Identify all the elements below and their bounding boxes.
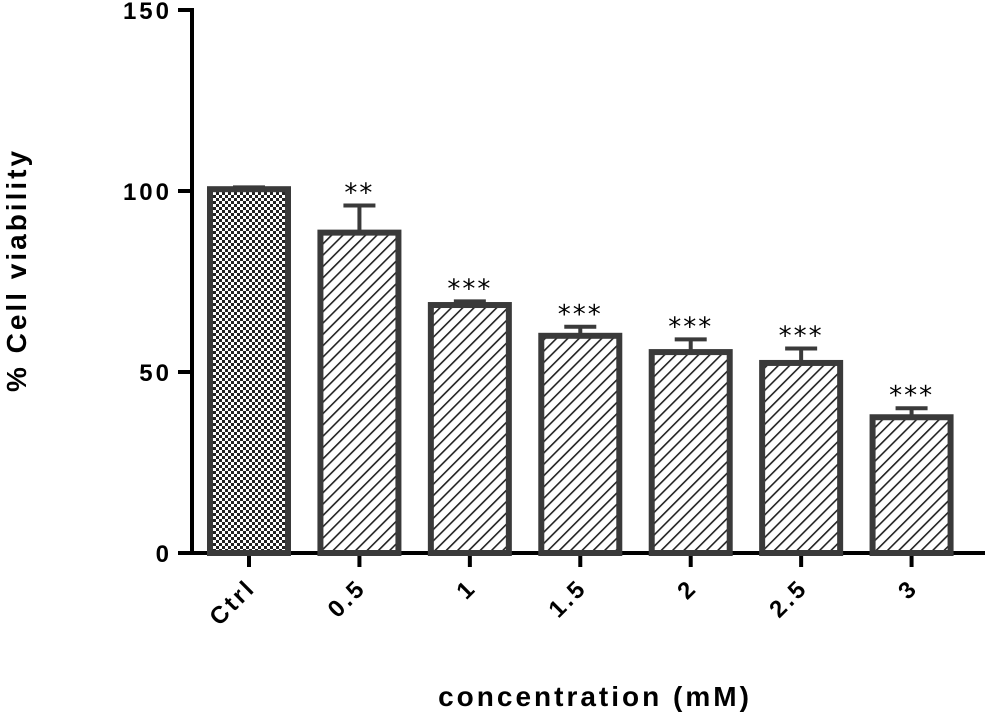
significance-marker: ** — [344, 178, 374, 208]
y-axis: 0 50 100 150 — [123, 0, 194, 568]
significance-marker: *** — [779, 321, 824, 351]
bar-1 — [427, 302, 512, 556]
significance-marker: *** — [889, 381, 934, 411]
bar-2 — [648, 349, 733, 556]
bars-group: ******** *** ****** — [207, 178, 954, 557]
bar-Ctrl — [207, 186, 291, 556]
significance-marker: *** — [558, 300, 603, 330]
y-tick-label: 100 — [123, 179, 172, 206]
y-axis-title: % Cell viability — [1, 148, 32, 392]
x-tick-label: 2.5 — [764, 574, 813, 623]
x-tick-label: Ctrl — [204, 574, 261, 631]
bar-2.5 — [759, 359, 844, 557]
x-axis-title: concentration (mM) — [438, 681, 752, 712]
x-tick-label: 1 — [451, 574, 482, 605]
significance-marker: *** — [447, 274, 492, 304]
bar-1.5 — [538, 332, 623, 556]
bar-3 — [869, 414, 954, 556]
bar-0.5 — [317, 229, 402, 556]
x-tick-label: 3 — [893, 574, 924, 605]
x-tick-label: 0.5 — [323, 574, 372, 623]
x-tick-label: 1.5 — [543, 574, 592, 623]
x-tick-label: 2 — [672, 574, 703, 605]
y-tick-label: 50 — [139, 360, 172, 387]
significance-marker: *** — [668, 312, 713, 342]
y-tick-label: 150 — [123, 0, 172, 25]
x-axis: Ctrl 0.5 1 1.5 2 2.5 3 — [190, 551, 985, 631]
y-tick-label: 0 — [156, 541, 172, 568]
